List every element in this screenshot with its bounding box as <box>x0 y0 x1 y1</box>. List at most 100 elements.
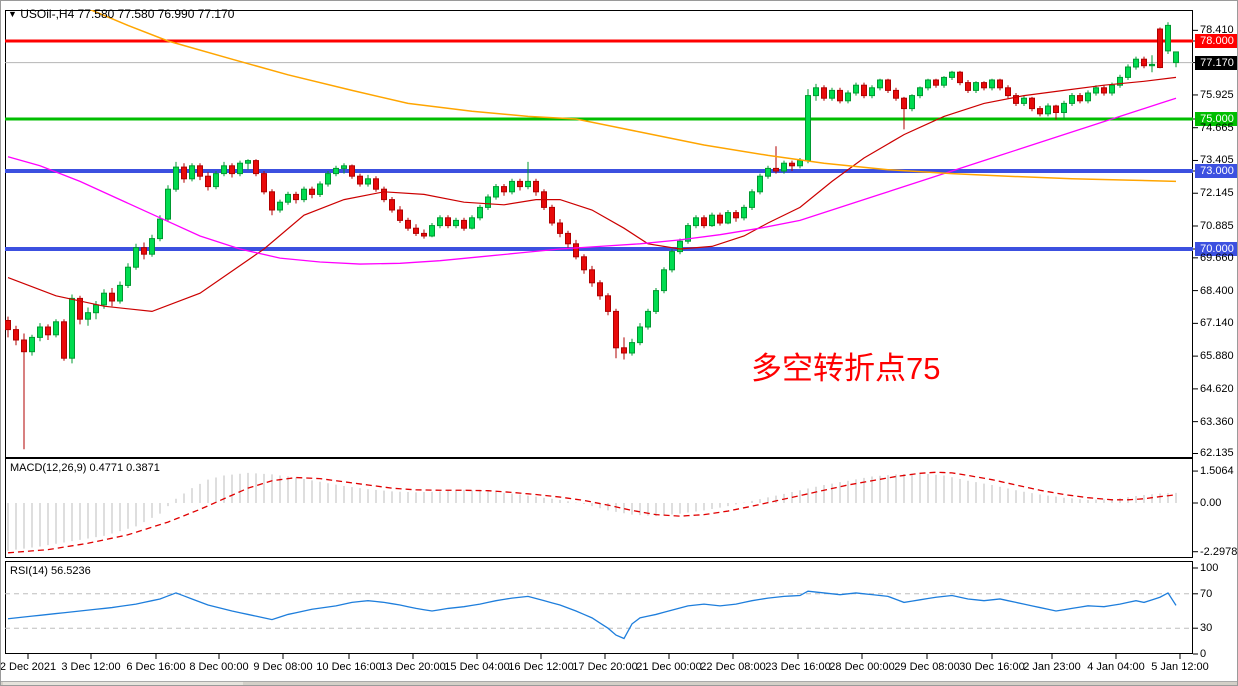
macd-axis-label: -2.2978 <box>1200 545 1238 558</box>
candle-body <box>1109 84 1115 94</box>
candle-body <box>629 342 635 354</box>
candle-body <box>773 167 779 172</box>
candle-body <box>469 217 475 229</box>
candle-body <box>821 87 827 99</box>
candle-body <box>757 175 763 193</box>
candle-body <box>205 175 211 188</box>
price-axis-label: 75.925 <box>1200 88 1234 101</box>
candle-body <box>157 218 163 240</box>
rsi-axis-label: 0 <box>1200 648 1207 660</box>
candle-body <box>117 284 123 302</box>
candle-body <box>77 297 83 320</box>
candle-body <box>61 321 67 359</box>
mid-ma-line <box>7 97 1177 265</box>
macd-pane[interactable] <box>7 471 1177 554</box>
candle-body <box>621 347 627 354</box>
candle-body <box>797 160 803 167</box>
candle-body <box>885 79 891 91</box>
candle-body <box>301 188 307 201</box>
price-badge-70.000: 70.000 <box>1195 242 1237 256</box>
candle-body <box>877 79 883 89</box>
candle-body <box>229 165 235 175</box>
rsi-axis-label: 70 <box>1200 587 1213 600</box>
candle-body <box>1085 92 1091 102</box>
candle-body <box>173 166 179 190</box>
candle-body <box>101 292 107 306</box>
candle-body <box>189 165 195 180</box>
candle-body <box>517 180 523 188</box>
time-axis-label: 17 Dec 20:00 <box>572 661 638 673</box>
candle-body <box>573 243 579 258</box>
candle-body <box>893 89 899 99</box>
macd-axis-label: 1.5064 <box>1200 465 1234 478</box>
main-price-pane[interactable] <box>5 2 1193 450</box>
candle-body <box>965 82 971 91</box>
candle-body <box>581 256 587 271</box>
candle-body <box>69 297 75 359</box>
candle-body <box>453 219 459 227</box>
price-badge-77.170: 77.170 <box>1195 55 1237 70</box>
candle-body <box>909 95 915 110</box>
symbol-dropdown-icon[interactable]: ▼ <box>8 9 17 19</box>
candle-body <box>413 227 419 234</box>
price-badge-75.000: 75.000 <box>1195 112 1237 126</box>
candle-body <box>1101 87 1107 94</box>
time-axis-label: 13 Dec 20:00 <box>380 661 446 673</box>
candle-body <box>373 178 379 190</box>
candle-body <box>149 238 155 255</box>
candle-body <box>437 217 443 227</box>
candle-body <box>285 193 291 203</box>
candle-body <box>85 312 91 320</box>
candle-body <box>725 212 731 224</box>
time-axis-label: 5 Jan 12:00 <box>1151 661 1209 673</box>
candle-body <box>501 186 507 193</box>
candle-body <box>717 214 723 224</box>
candle-body <box>421 232 427 237</box>
candle-body <box>277 201 283 211</box>
price-badge-73.000: 73.000 <box>1195 164 1237 178</box>
candle-body <box>989 79 995 89</box>
candle-body <box>1157 28 1163 69</box>
candle-body <box>861 84 867 97</box>
symbol-period-label: USOil-,H4 <box>20 7 75 21</box>
candle-body <box>333 167 339 175</box>
candle-body <box>29 336 35 353</box>
candle-body <box>869 87 875 97</box>
candle-body <box>1069 95 1075 104</box>
status-strip <box>1 681 1237 685</box>
candle-body <box>789 162 795 167</box>
candle-body <box>1165 24 1171 52</box>
candle-body <box>957 71 963 84</box>
rsi-pane[interactable] <box>5 590 1193 640</box>
candle-body <box>1053 105 1059 113</box>
candle-body <box>685 225 691 242</box>
price-axis-label: 73.405 <box>1200 154 1234 167</box>
candle-body <box>261 173 267 193</box>
price-axis-label: 68.400 <box>1200 284 1234 297</box>
candle-body <box>477 206 483 219</box>
candle-body <box>93 304 99 314</box>
price-axis-label: 72.145 <box>1200 187 1234 200</box>
time-axis-label: 28 Dec 00:00 <box>829 661 895 673</box>
candle-body <box>637 326 643 344</box>
time-axis-label: 10 Dec 16:00 <box>316 661 382 673</box>
price-badge-78.000: 78.000 <box>1195 34 1237 48</box>
price-axis-label: 62.135 <box>1200 447 1234 460</box>
macd-indicator-label: MACD(12,26,9) 0.4771 0.3871 <box>10 462 160 474</box>
time-axis-label: 2 Jan 23:00 <box>1023 661 1081 673</box>
candle-body <box>1037 108 1043 115</box>
candle-body <box>309 188 315 195</box>
candle-body <box>613 310 619 349</box>
candle-body <box>1021 97 1027 104</box>
candle-body <box>485 196 491 208</box>
candle-body <box>357 175 363 185</box>
time-axis-label: 3 Dec 12:00 <box>61 661 121 673</box>
chart-title: ▼ USOil-,H4 77.580 77.580 76.990 77.170 <box>8 7 234 21</box>
macd-signal-line <box>7 471 1177 554</box>
candle-body <box>13 329 19 341</box>
candle-body <box>677 240 683 253</box>
candle-body <box>925 79 931 89</box>
candle-body <box>349 165 355 177</box>
